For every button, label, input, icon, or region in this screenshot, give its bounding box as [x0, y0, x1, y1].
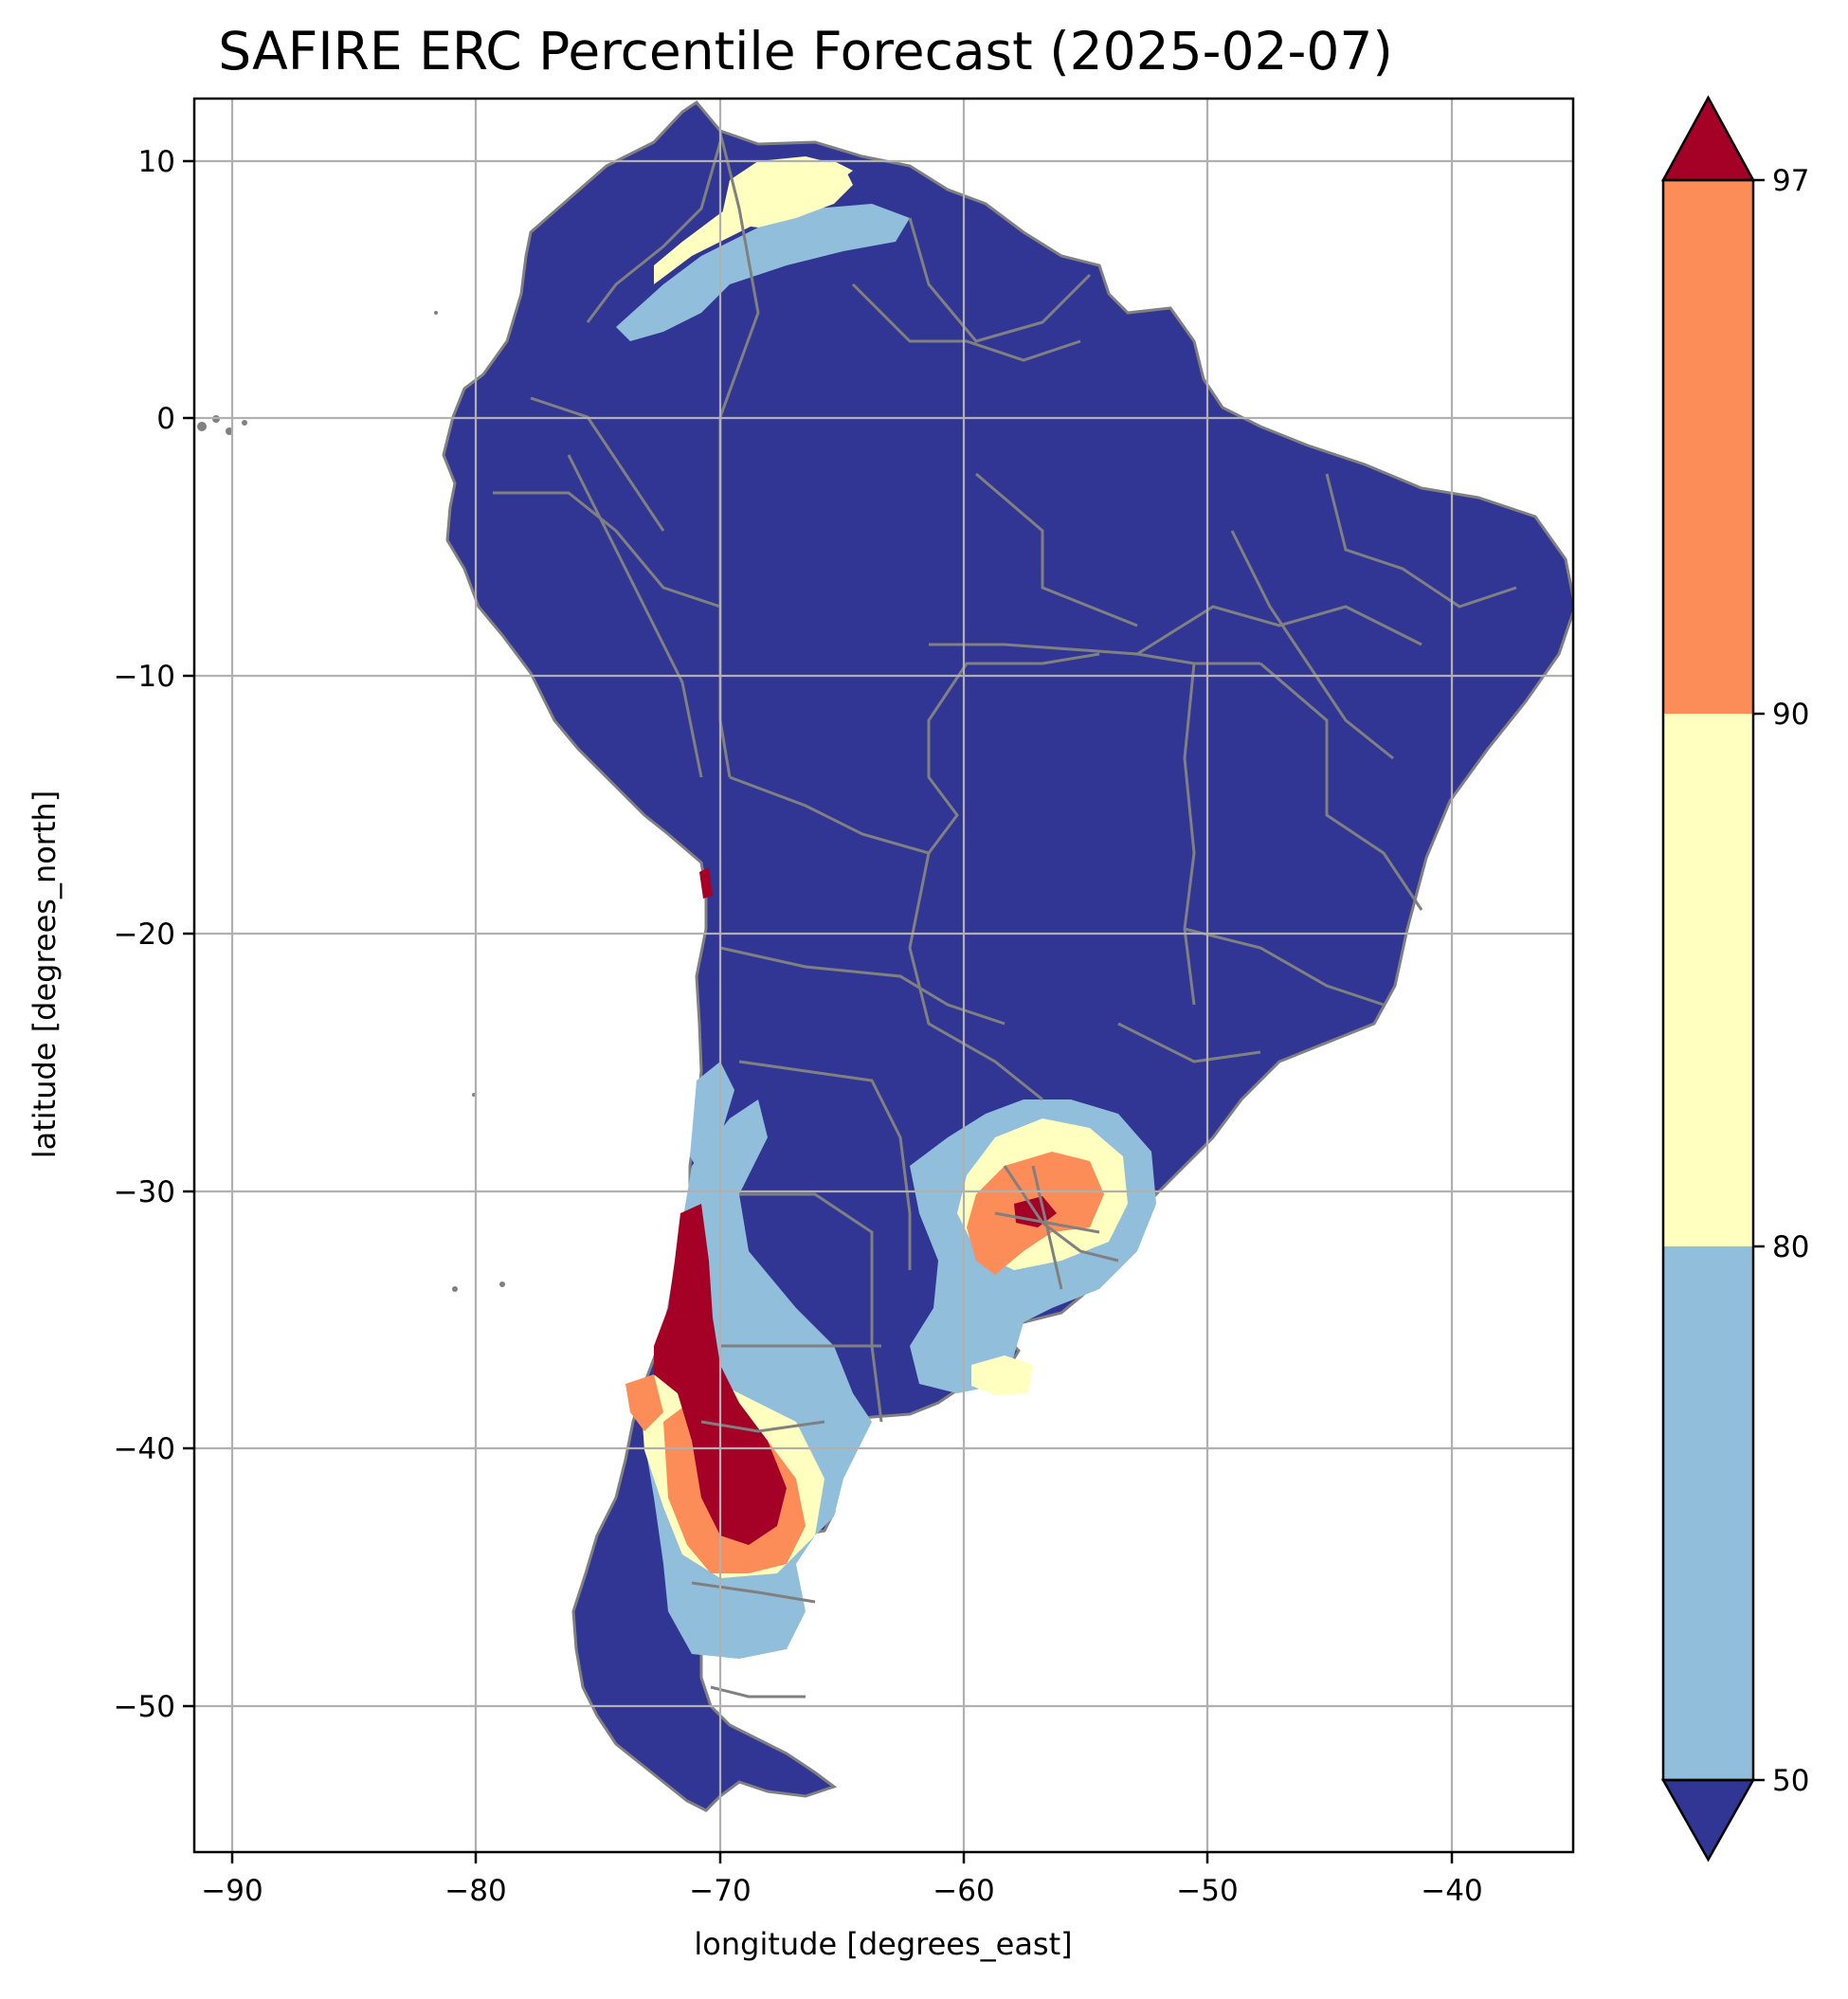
colorbar-tick-label: 80: [1772, 1230, 1809, 1264]
colorbar-tick-label: 90: [1772, 698, 1809, 732]
x-tick-label: −70: [689, 1874, 751, 1908]
colorbar-bin-50-80: [1663, 1246, 1753, 1780]
y-tick-label: −30: [114, 1175, 175, 1209]
colorbar-bin-90-97: [1663, 180, 1753, 714]
x-tick-label: −50: [1176, 1874, 1238, 1908]
zone-above-97-atacama: [699, 867, 713, 899]
zone-80-90-llanos-east: [720, 156, 853, 227]
x-ticks: [230, 1852, 1454, 1863]
y-tick-label: −50: [114, 1690, 175, 1724]
x-axis-label: longitude [degrees_east]: [694, 1926, 1072, 1962]
y-tick-label: 0: [156, 402, 175, 436]
colorbar-tick-label: 97: [1772, 164, 1809, 198]
y-ticks: [183, 159, 194, 1708]
colorbar-extend-bottom: [1660, 1778, 1756, 1863]
page-title: SAFIRE ERC Percentile Forecast (2025-02-…: [218, 21, 1393, 82]
y-tick-label: −40: [114, 1432, 175, 1466]
y-tick-label: 10: [138, 145, 175, 179]
colorbar: 97 90 80 50: [1660, 95, 1809, 1863]
x-tick-label: −60: [933, 1874, 994, 1908]
zone-50-80-llanos: [616, 204, 910, 341]
y-tick-label: −20: [114, 918, 175, 952]
colorbar-extend-top: [1660, 95, 1756, 182]
x-tick-label: −80: [444, 1874, 506, 1908]
colorbar-tick-label: 50: [1772, 1764, 1809, 1798]
y-axis-label: latitude [degrees_north]: [27, 791, 63, 1159]
colorbar-bin-80-90: [1663, 714, 1753, 1246]
x-tick-label: −90: [201, 1874, 263, 1908]
zone-50-80-chile-coast: [690, 1062, 734, 1175]
colorbar-frame: [1661, 178, 1755, 1782]
zone-80-90-buenos-aires: [971, 1355, 1033, 1395]
plot-frame: [192, 97, 1575, 1854]
zone-90-97-chile-coast: [625, 1374, 663, 1431]
x-tick-label: −40: [1421, 1874, 1482, 1908]
map-layer: [197, 100, 1573, 1812]
gridlines: [194, 99, 1573, 1852]
y-tick-label: −10: [114, 660, 175, 694]
